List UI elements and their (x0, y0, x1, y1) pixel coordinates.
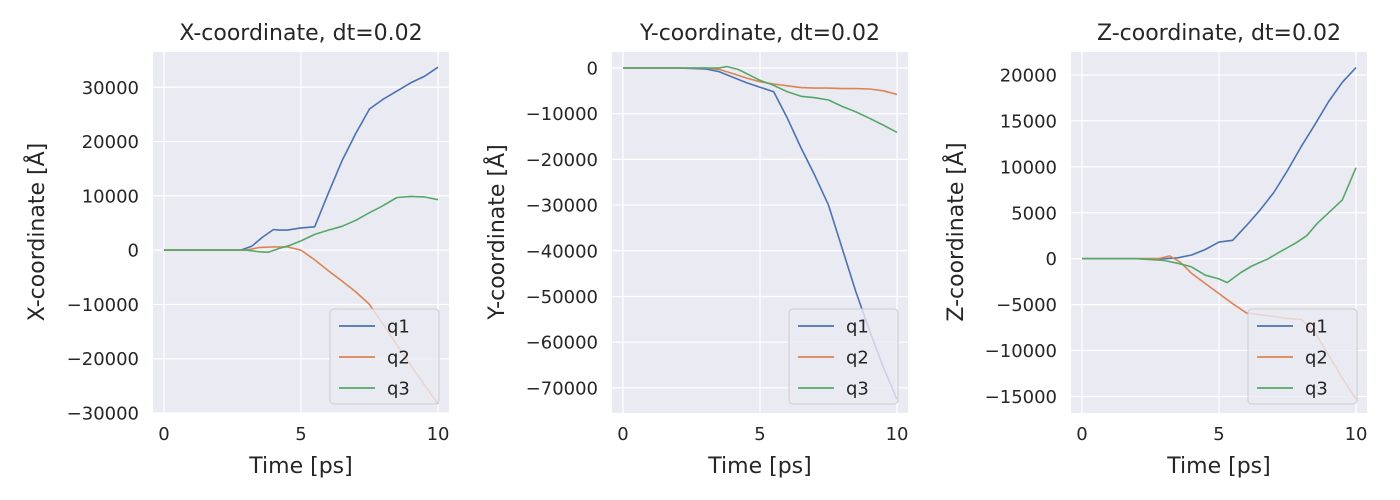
y-tick-label: −20000 (67, 349, 139, 370)
series-line-q3 (164, 195, 439, 254)
legend-label-q3: q3 (1305, 379, 1328, 400)
y-tick-label: 20000 (1000, 65, 1057, 86)
y-tick-label: −30000 (526, 196, 598, 217)
x-tick-label: 10 (886, 424, 909, 445)
y-tick-label: 0 (128, 241, 139, 262)
x-tick-label: 5 (1213, 424, 1224, 445)
y-tick-label: −40000 (526, 241, 598, 262)
z-coordinate-panel: Z-coordinate, dt=0.02 Time [ps] Z-coordi… (942, 21, 1367, 479)
x-axis-label: Time [ps] (707, 454, 811, 479)
x-axis-label: Time [ps] (1166, 454, 1270, 479)
y-tick-label: 10000 (82, 186, 139, 207)
y-tick-label: 0 (587, 58, 598, 79)
legend-label-q3: q3 (387, 379, 410, 400)
y-tick-label: −20000 (526, 150, 598, 171)
y-tick-label: 20000 (82, 132, 139, 153)
y-tick-label: −10000 (526, 104, 598, 125)
x-tick-label: 5 (295, 424, 306, 445)
legend-label-q2: q2 (387, 348, 410, 369)
y-axis-label: X-coordinate [Å] (23, 143, 50, 321)
series-line-q3 (1082, 167, 1357, 284)
x-axis-label: Time [ps] (248, 454, 352, 479)
y-tick-label: 5000 (1011, 203, 1057, 224)
y-tick-label: −50000 (526, 287, 598, 308)
y-tick-label: −15000 (985, 387, 1057, 408)
legend-box (329, 308, 440, 405)
series-line-q3 (623, 65, 898, 134)
y-tick-label: 0 (1046, 249, 1057, 270)
y-tick-label: −5000 (996, 295, 1057, 316)
panel-title: X-coordinate, dt=0.02 (179, 21, 422, 46)
legend-label-q2: q2 (846, 348, 869, 369)
legend-box (788, 308, 899, 405)
x-tick-label: 10 (427, 424, 450, 445)
y-tick-label: −10000 (985, 341, 1057, 362)
y-tick-label: 10000 (1000, 157, 1057, 178)
x-tick-label: 0 (158, 424, 169, 445)
y-axis-label: Z-coordinate [Å] (942, 142, 969, 321)
panel-title: Y-coordinate, dt=0.02 (639, 21, 880, 46)
x-tick-label: 0 (617, 424, 628, 445)
y-tick-label: 30000 (82, 78, 139, 99)
y-tick-label: 15000 (1000, 111, 1057, 132)
y-axis-label: Y-coordinate [Å] (483, 144, 510, 320)
y-tick-label: −60000 (526, 333, 598, 354)
legend-label-q1: q1 (1305, 317, 1328, 338)
x-tick-label: 0 (1076, 424, 1087, 445)
x-coordinate-panel: X-coordinate, dt=0.02 Time [ps] X-coordi… (23, 21, 449, 479)
legend-box (1247, 308, 1358, 405)
legend-label-q2: q2 (1305, 348, 1328, 369)
legend-label-q1: q1 (387, 317, 410, 338)
x-tick-label: 10 (1345, 424, 1368, 445)
y-tick-label: −10000 (67, 295, 139, 316)
legend-label-q1: q1 (846, 317, 869, 338)
x-tick-label: 5 (754, 424, 765, 445)
y-tick-label: −70000 (526, 378, 598, 399)
y-tick-label: −30000 (67, 404, 139, 425)
panel-title: Z-coordinate, dt=0.02 (1097, 21, 1341, 46)
y-coordinate-panel: Y-coordinate, dt=0.02 Time [ps] Y-coordi… (483, 21, 908, 479)
legend-label-q3: q3 (846, 379, 869, 400)
